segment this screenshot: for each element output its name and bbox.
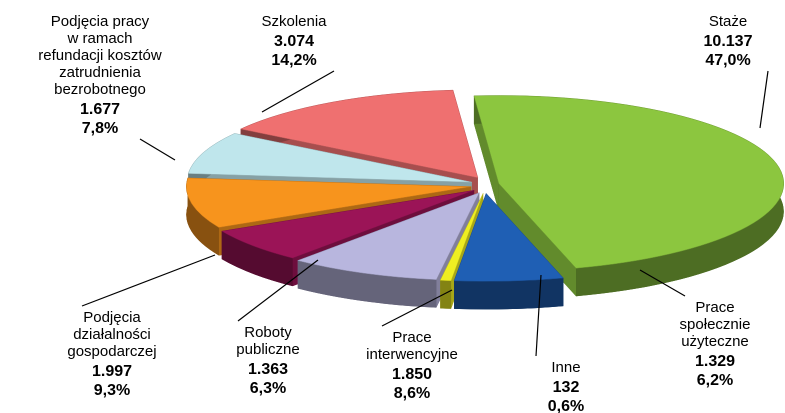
- label-line: Staże: [709, 13, 747, 30]
- leader-line: [139, 138, 176, 161]
- value-label: 1.997: [92, 363, 132, 380]
- percent-label: 9,3%: [94, 382, 130, 399]
- leader-line: [535, 274, 542, 357]
- percent-label: 6,2%: [697, 372, 733, 389]
- label-line: interwencyjne: [366, 346, 458, 363]
- slice-group: [473, 95, 784, 297]
- slice: [473, 95, 784, 269]
- slice-label: Prace społecznie użyteczne: [680, 299, 751, 350]
- value-label: 1.363: [248, 361, 288, 378]
- leader-line: [261, 70, 335, 113]
- value-label: 132: [553, 379, 580, 396]
- label-line: działalności: [73, 326, 151, 343]
- label-line: refundacji kosztów: [38, 47, 162, 64]
- percent-label: 6,3%: [250, 380, 286, 397]
- slice-wall: [498, 183, 577, 297]
- slice: [221, 190, 475, 259]
- label-line: Prace: [695, 299, 734, 316]
- leader-line: [381, 289, 453, 327]
- leader-line: [759, 70, 769, 129]
- slice-label: Staże: [709, 13, 747, 30]
- label-line: bezrobotnego: [54, 81, 146, 98]
- percent-label: 8,6%: [394, 385, 430, 402]
- value-label: 3.074: [274, 33, 314, 50]
- slice: [186, 177, 472, 228]
- slice-label: Inne: [551, 359, 580, 376]
- label-line: Prace: [392, 329, 431, 346]
- percent-label: 7,8%: [82, 120, 118, 137]
- slice: [439, 193, 484, 282]
- slice: [296, 192, 480, 280]
- value-label: 10.137: [704, 33, 753, 50]
- slice-label: Prace interwencyjne: [366, 329, 458, 363]
- label-line: gospodarczej: [67, 343, 156, 360]
- label-line: Roboty: [244, 324, 292, 341]
- slice: [453, 192, 564, 282]
- label-line: Podjęcia pracy: [51, 13, 150, 30]
- slice: [239, 89, 479, 179]
- label-line: Podjęcia: [83, 309, 141, 326]
- label-line: użyteczne: [681, 333, 749, 350]
- slice-group: [453, 192, 564, 310]
- slice-label: Podjęcia działalności gospodarczej: [67, 309, 156, 360]
- percent-label: 0,6%: [548, 398, 584, 413]
- label-line: publiczne: [236, 341, 299, 358]
- slice-wall: [473, 95, 499, 212]
- slice-rim: [454, 278, 564, 310]
- value-label: 1.677: [80, 101, 120, 118]
- slice-rim: [297, 260, 437, 308]
- slice-label: Roboty publiczne: [236, 324, 299, 358]
- slice-label: Szkolenia: [261, 13, 327, 30]
- percent-label: 47,0%: [705, 52, 750, 69]
- value-label: 1.850: [392, 366, 432, 383]
- label-line: Inne: [551, 359, 580, 376]
- slice-rim: [186, 177, 219, 256]
- label-line: społecznie: [680, 316, 751, 333]
- slice-label: Podjęcia pracy w ramach refundacji kosztów…: [38, 13, 162, 98]
- leader-line: [237, 259, 319, 322]
- leader-line: [639, 269, 686, 297]
- value-label: 1.329: [695, 353, 735, 370]
- percent-label: 14,2%: [271, 52, 316, 69]
- slice-rim: [221, 231, 293, 287]
- label-line: w ramach: [66, 30, 132, 47]
- leader-line: [81, 254, 216, 307]
- label-line: zatrudnienia: [59, 64, 141, 81]
- slice: [187, 133, 472, 183]
- slice-rim: [440, 280, 452, 309]
- label-line: Szkolenia: [261, 13, 327, 30]
- slice-group: [296, 192, 480, 308]
